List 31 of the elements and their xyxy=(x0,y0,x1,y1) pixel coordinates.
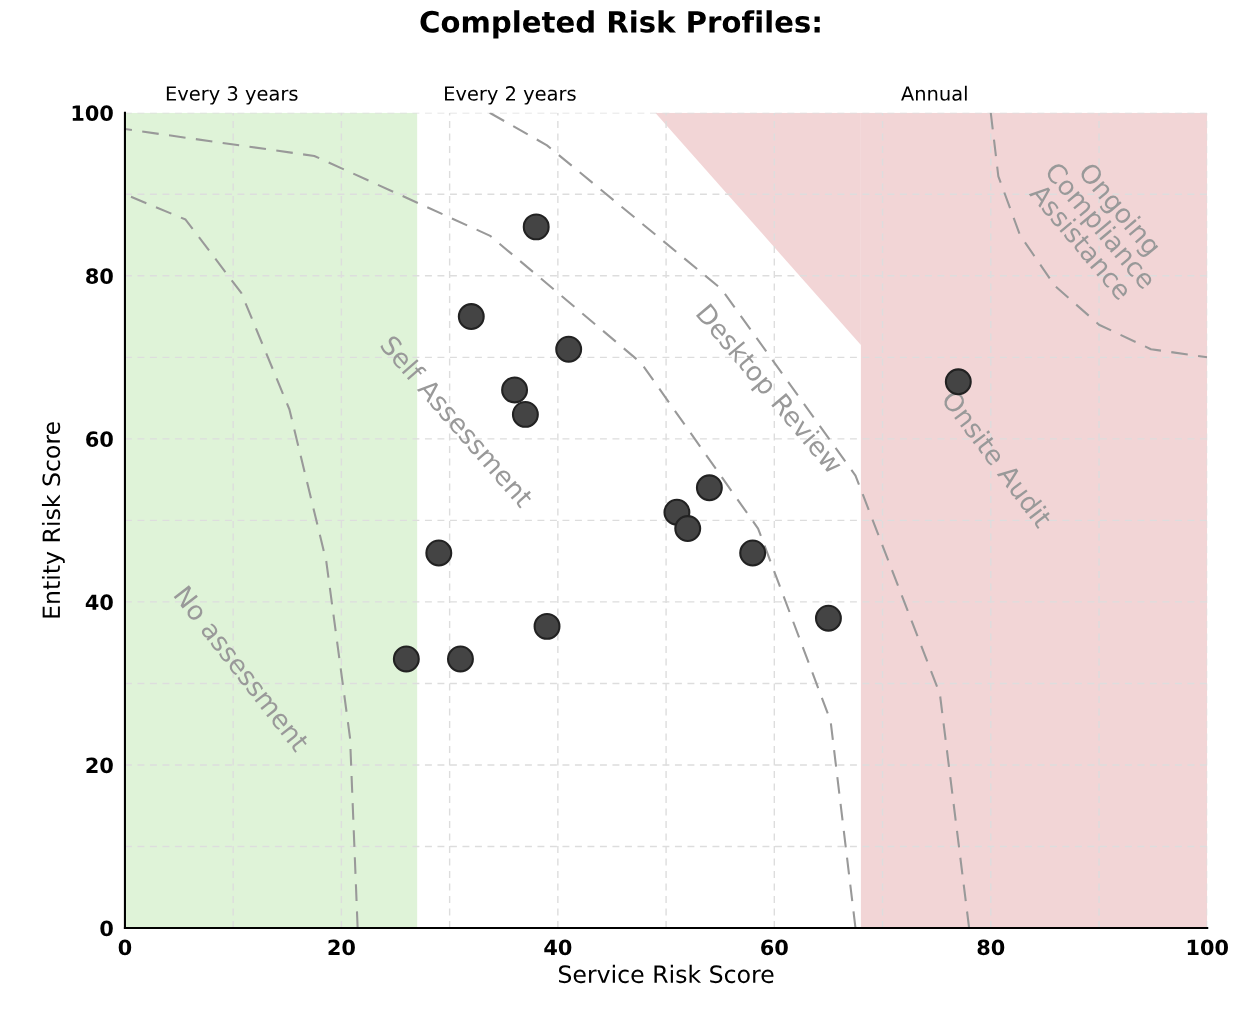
band-label: Annual xyxy=(901,85,967,101)
point xyxy=(392,645,420,673)
y-tick-label: 0 xyxy=(100,920,113,937)
band-label: Every 3 years xyxy=(166,86,298,105)
x-axis-title: Service Risk Score xyxy=(558,964,774,984)
point xyxy=(814,604,842,632)
point xyxy=(457,303,485,331)
x-tick-label: 40 xyxy=(544,939,572,956)
point xyxy=(533,612,561,640)
point xyxy=(695,474,723,502)
x-tick-label: 80 xyxy=(977,939,1005,956)
y-tick-label: 80 xyxy=(86,268,113,285)
point xyxy=(446,645,474,673)
line-series xyxy=(989,112,1208,359)
x-tick-label: 0 xyxy=(118,939,132,956)
line-series xyxy=(124,128,857,929)
x-tick-label: 60 xyxy=(761,939,788,956)
point xyxy=(425,539,453,567)
text: Every 2 years xyxy=(445,86,576,105)
y-tick-label: 20 xyxy=(86,757,113,774)
y-tick-label: 100 xyxy=(72,105,113,121)
x-tick-label: 20 xyxy=(328,939,355,956)
y-tick-label: 40 xyxy=(85,594,113,611)
y-tick-label: 60 xyxy=(86,431,113,448)
chart-title: Completed Risk Profiles: xyxy=(420,10,820,39)
x-tick-label: 100 xyxy=(1187,939,1228,956)
point xyxy=(674,515,702,543)
point xyxy=(739,539,767,567)
point xyxy=(555,335,583,363)
point xyxy=(522,213,550,241)
y-axis-title: Entity Risk Score xyxy=(41,422,65,618)
